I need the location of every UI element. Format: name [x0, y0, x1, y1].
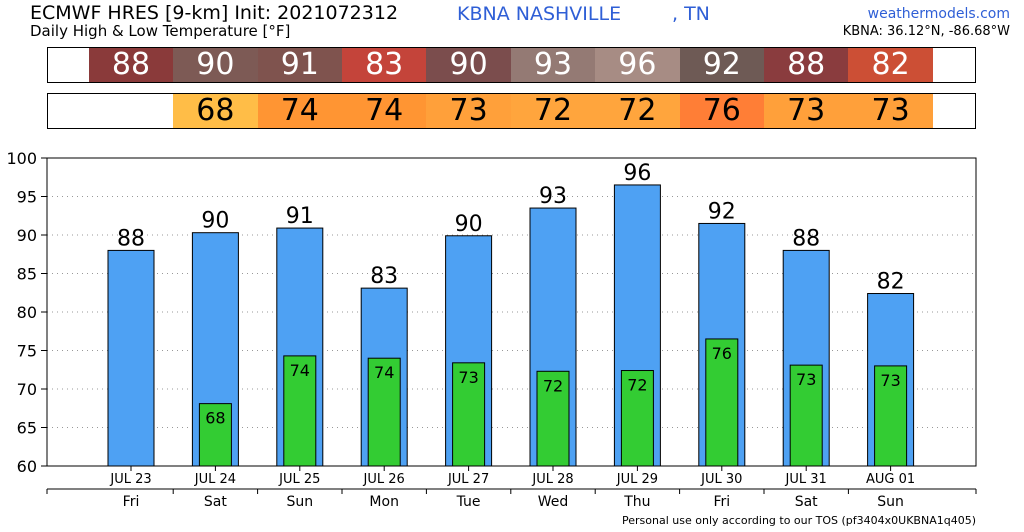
chart-subtitle: Daily High & Low Temperature [°F] [30, 22, 291, 40]
y-tick-label: 85 [17, 265, 37, 284]
high-bar-label: 90 [455, 212, 483, 237]
station-name: KBNA NASHVILLE [457, 3, 622, 25]
high-bar-label: 88 [792, 226, 820, 251]
high-temp-cell: 82 [848, 48, 933, 82]
low-temp-cell: 72 [595, 94, 680, 128]
low-bar [705, 338, 739, 467]
high-temp-cell: 83 [342, 48, 427, 82]
weekday-label: Sun [286, 494, 313, 510]
chart-title: ECMWF HRES [9-km] Init: 2021072312 [30, 2, 399, 24]
low-temp-cell: 72 [510, 94, 596, 128]
x-tick-label: JUL 31 [785, 472, 827, 487]
low-bar-label: 76 [712, 344, 732, 363]
high-bar-label: 92 [708, 199, 736, 224]
low-temp-strip: 68 74 74 73 72 72 76 73 73 [47, 93, 976, 129]
low-temp-cell: 74 [342, 94, 427, 128]
low-bar-label: 73 [880, 371, 900, 390]
weekday-label: Sat [204, 494, 227, 510]
x-tick-label: JUL 26 [363, 472, 405, 487]
y-tick-label: 100 [6, 149, 37, 168]
plot-frame [46, 157, 977, 467]
x-tick-label: JUL 25 [278, 472, 320, 487]
low-temp-cell: 68 [173, 94, 258, 128]
low-bar [367, 357, 401, 467]
x-tick-label: JUL 28 [531, 472, 573, 487]
x-tick-label: JUL 27 [447, 472, 489, 487]
low-bar-label: 74 [290, 361, 310, 380]
weekday-label: Fri [123, 494, 140, 510]
low-bar [874, 365, 908, 467]
station-state: , TN [672, 3, 710, 25]
low-temp-cell: 76 [679, 94, 764, 128]
high-bar-label: 93 [539, 184, 567, 209]
x-tick-label: JUL 24 [194, 472, 236, 487]
weekday-label: Mon [369, 494, 399, 510]
x-tick-label: JUL 30 [700, 472, 742, 487]
high-bar [107, 249, 155, 467]
high-temp-strip: 88 90 91 83 90 93 96 92 88 82 [47, 47, 976, 83]
high-temp-cell: 93 [510, 48, 596, 82]
y-tick-label: 75 [17, 342, 37, 361]
weekday-label: Wed [538, 494, 569, 510]
x-tick-label: JUL 29 [616, 472, 658, 487]
weekday-label: Thu [623, 494, 650, 510]
low-bar [198, 403, 232, 467]
high-bar-label: 91 [286, 204, 314, 229]
high-bar-label: 82 [877, 270, 905, 295]
high-bar-label: 83 [370, 264, 398, 289]
y-tick-label: 80 [17, 303, 37, 322]
high-temp-cell: 91 [257, 48, 342, 82]
y-tick-label: 70 [17, 380, 37, 399]
low-temp-cell: 73 [848, 94, 933, 128]
low-bar-label: 74 [374, 363, 394, 382]
low-temp-cell: 73 [764, 94, 849, 128]
high-temp-cell: 96 [595, 48, 680, 82]
low-bar [452, 362, 486, 467]
y-tick-label: 95 [17, 188, 37, 207]
station-coordinates: KBNA: 36.12°N, -86.68°W [842, 24, 1010, 39]
high-temp-cell: 90 [426, 48, 511, 82]
weekday-label: Fri [713, 494, 730, 510]
low-bar [536, 370, 570, 467]
high-temp-cell: 90 [173, 48, 258, 82]
y-tick-label: 65 [17, 419, 37, 438]
high-bar-label: 88 [117, 226, 145, 251]
site-link[interactable]: weathermodels.com [867, 6, 1010, 22]
x-tick-label: JUL 23 [109, 472, 151, 487]
weekday-label: Sun [877, 494, 904, 510]
weekday-label: Tue [456, 494, 481, 510]
x-tick-label: AUG 01 [866, 472, 915, 487]
low-bar-label: 73 [458, 368, 478, 387]
low-bar-label: 68 [205, 409, 225, 428]
weekday-label: Sat [795, 494, 818, 510]
y-tick-label: 60 [17, 457, 37, 476]
high-bar-label: 90 [201, 209, 229, 234]
high-temp-cell: 88 [88, 48, 174, 82]
footer-note: Personal use only according to our TOS (… [622, 514, 976, 527]
low-bar [283, 355, 317, 467]
low-bar-label: 72 [543, 376, 563, 395]
low-bar [789, 364, 823, 467]
high-temp-cell: 92 [679, 48, 764, 82]
high-bar-label: 96 [623, 161, 651, 186]
y-tick-label: 90 [17, 226, 37, 245]
high-temp-cell: 88 [764, 48, 849, 82]
low-bar-label: 72 [627, 376, 647, 395]
low-bar-label: 73 [796, 370, 816, 389]
low-temp-cell: 74 [257, 94, 342, 128]
low-bar [620, 370, 654, 467]
low-temp-cell: 73 [426, 94, 511, 128]
